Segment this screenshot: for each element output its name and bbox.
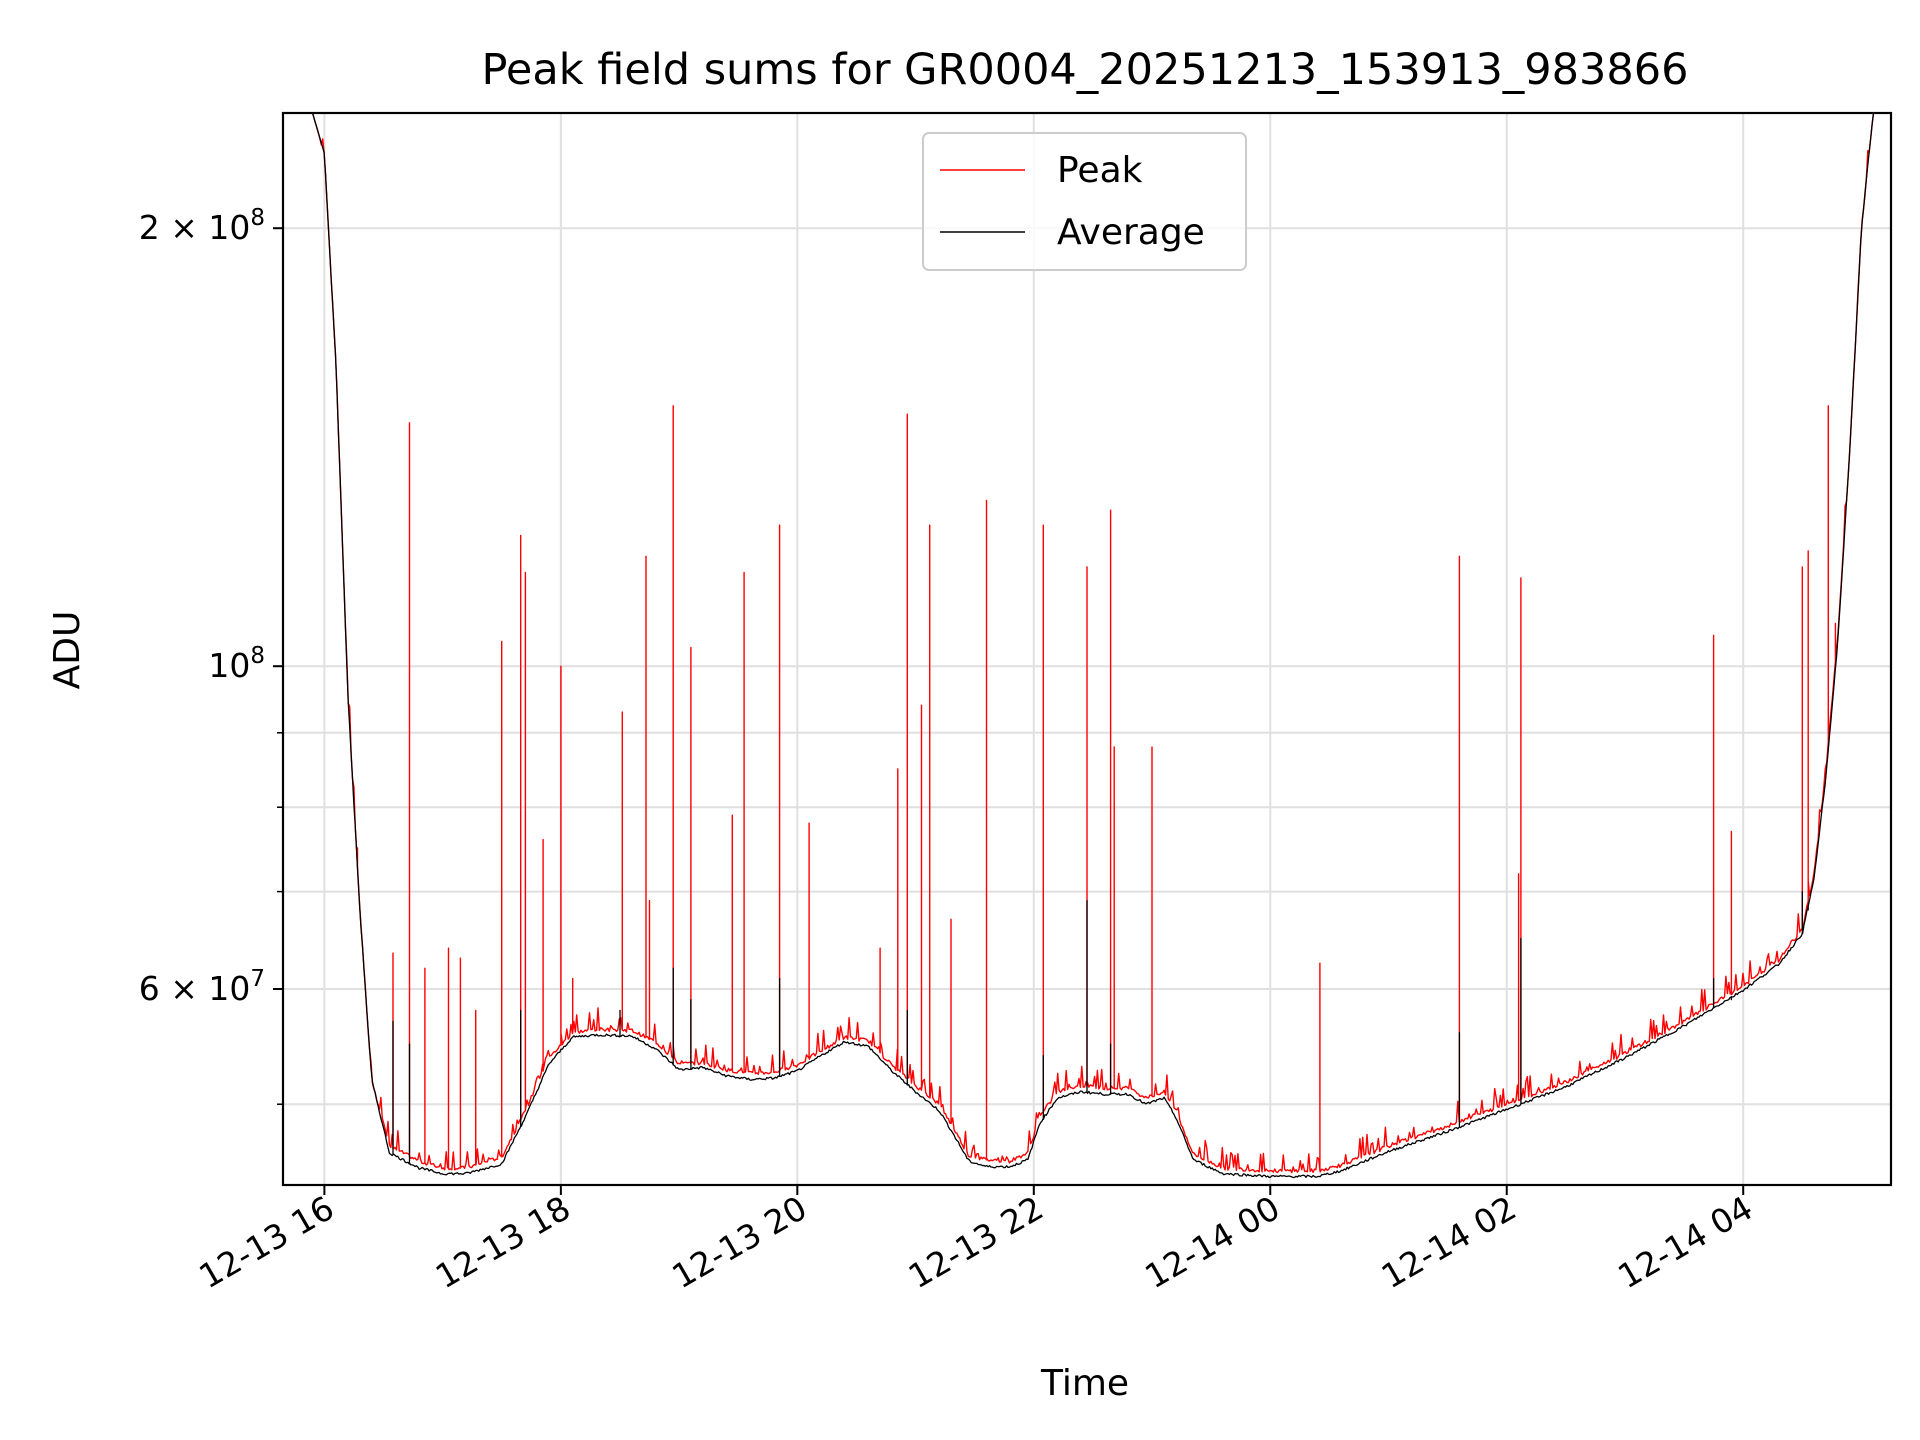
- y-tick-mantissa: 2 ×: [139, 208, 209, 247]
- legend-box: [922, 132, 1247, 271]
- y-tick-exponent: 7: [250, 966, 265, 992]
- y-tick-base: 10: [208, 646, 250, 685]
- series: [283, 113, 1891, 1179]
- series-line-peak: [283, 113, 1891, 1174]
- plot-frame: [281, 111, 1893, 1187]
- y-tick-exponent: 8: [250, 205, 265, 231]
- series-line-average: [283, 113, 1891, 1179]
- legend-label-average: Average: [1057, 212, 1205, 253]
- y-tick-label: 108: [208, 643, 265, 685]
- legend-label-peak: Peak: [1057, 150, 1143, 191]
- y-axis-label: ADU: [47, 611, 88, 690]
- y-tick-base: 10: [208, 969, 250, 1008]
- y-tick-label: 2 × 108: [139, 205, 265, 247]
- legend: Peak Average: [922, 132, 1247, 271]
- y-tick-base: 10: [208, 208, 250, 247]
- x-axis-label: Time: [1040, 1363, 1129, 1404]
- y-tick-label: 6 × 107: [139, 966, 265, 1008]
- y-tick-mantissa: 6 ×: [139, 969, 209, 1008]
- chart-title: Peak field sums for GR0004_20251213_1539…: [482, 45, 1689, 95]
- y-tick-exponent: 8: [250, 643, 265, 669]
